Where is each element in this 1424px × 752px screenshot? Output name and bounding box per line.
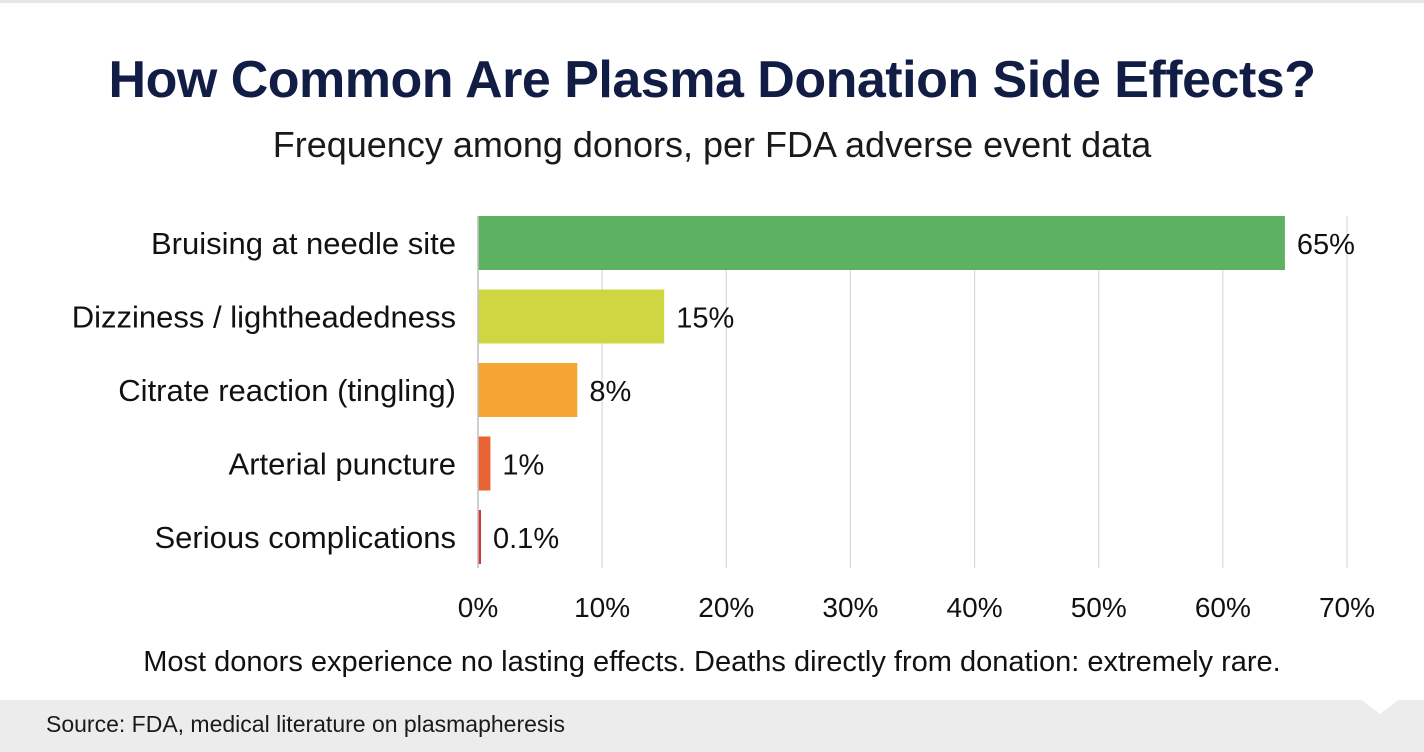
x-tick-label: 60% — [1195, 592, 1251, 623]
source-footer: Source: FDA, medical literature on plasm… — [0, 700, 1424, 752]
bar — [478, 510, 481, 564]
value-label: 1% — [502, 450, 544, 482]
chart-title: How Common Are Plasma Donation Side Effe… — [108, 51, 1316, 109]
top-rule — [0, 0, 1424, 3]
bar — [478, 436, 491, 491]
x-tick-label: 70% — [1319, 592, 1375, 623]
category-label: Arterial puncture — [229, 447, 456, 482]
x-tick-label: 30% — [822, 592, 878, 623]
footnote: Most donors experience no lasting effect… — [143, 646, 1281, 678]
bar-chart: 0% 10% 20% 30% 40% 50% 60% 70% Bruising at needl… — [72, 216, 1375, 623]
x-tick-label: 20% — [698, 592, 754, 623]
category-label: Dizziness / lightheadedness — [72, 300, 456, 335]
x-tick-label: 50% — [1071, 592, 1127, 623]
bar — [478, 289, 665, 344]
source-text: Source: FDA, medical literature on plasm… — [46, 711, 566, 737]
x-tick-label: 40% — [947, 592, 1003, 623]
category-label: Bruising at needle site — [151, 226, 456, 261]
value-label: 8% — [589, 376, 631, 408]
value-label: 15% — [676, 303, 734, 335]
value-label: 0.1% — [493, 523, 559, 555]
footer-fold-decoration — [1362, 700, 1398, 714]
value-label: 65% — [1297, 229, 1355, 261]
bar — [478, 216, 1285, 270]
bar — [478, 363, 578, 417]
category-label: Serious complications — [154, 520, 456, 555]
x-tick-label: 0% — [458, 592, 498, 623]
category-label: Citrate reaction (tingling) — [118, 373, 456, 408]
chart-subtitle: Frequency among donors, per FDA adverse … — [272, 124, 1152, 165]
x-tick-label: 10% — [574, 592, 630, 623]
